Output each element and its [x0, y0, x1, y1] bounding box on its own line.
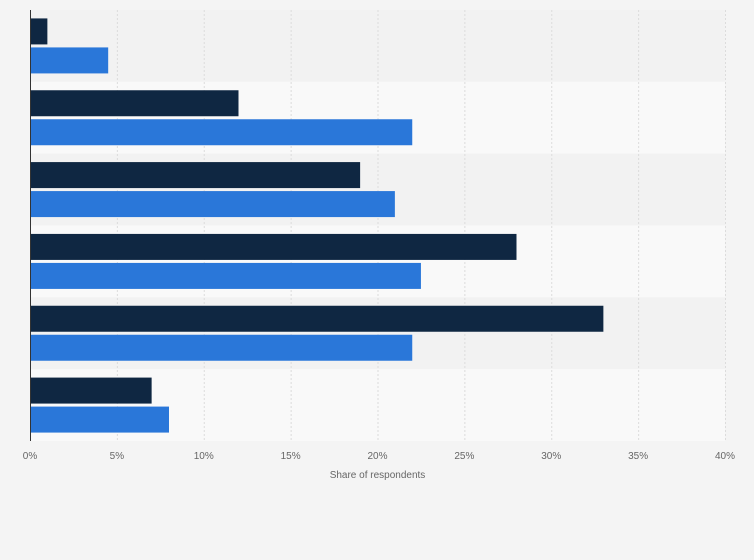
bars	[30, 18, 604, 433]
bar-series2	[30, 119, 413, 146]
bar-series2	[30, 406, 169, 433]
bar-series2	[30, 47, 109, 74]
x-tick-label: 5%	[110, 451, 125, 462]
x-tick-label: 0%	[23, 451, 38, 462]
bar-series1	[30, 305, 604, 332]
x-tick-label: 25%	[454, 451, 474, 462]
bar-series1	[30, 377, 152, 404]
x-tick-label: 15%	[281, 451, 301, 462]
x-tick-label: 30%	[541, 451, 561, 462]
bar-series1	[30, 90, 239, 117]
bar-series1	[30, 18, 48, 45]
bar-series2	[30, 334, 413, 361]
bar-series1	[30, 233, 517, 260]
x-tick-label: 35%	[628, 451, 648, 462]
x-axis-ticks: 0% 5% 10% 15% 20% 25% 30% 35% 40%	[23, 451, 735, 462]
x-axis-title: Share of respondents	[330, 470, 426, 481]
x-tick-label: 40%	[715, 451, 735, 462]
bar-series2	[30, 191, 395, 218]
bar-series1	[30, 162, 361, 189]
row-band	[30, 10, 725, 82]
x-tick-label: 20%	[367, 451, 387, 462]
x-tick-label: 10%	[194, 451, 214, 462]
bar-series2	[30, 262, 421, 289]
